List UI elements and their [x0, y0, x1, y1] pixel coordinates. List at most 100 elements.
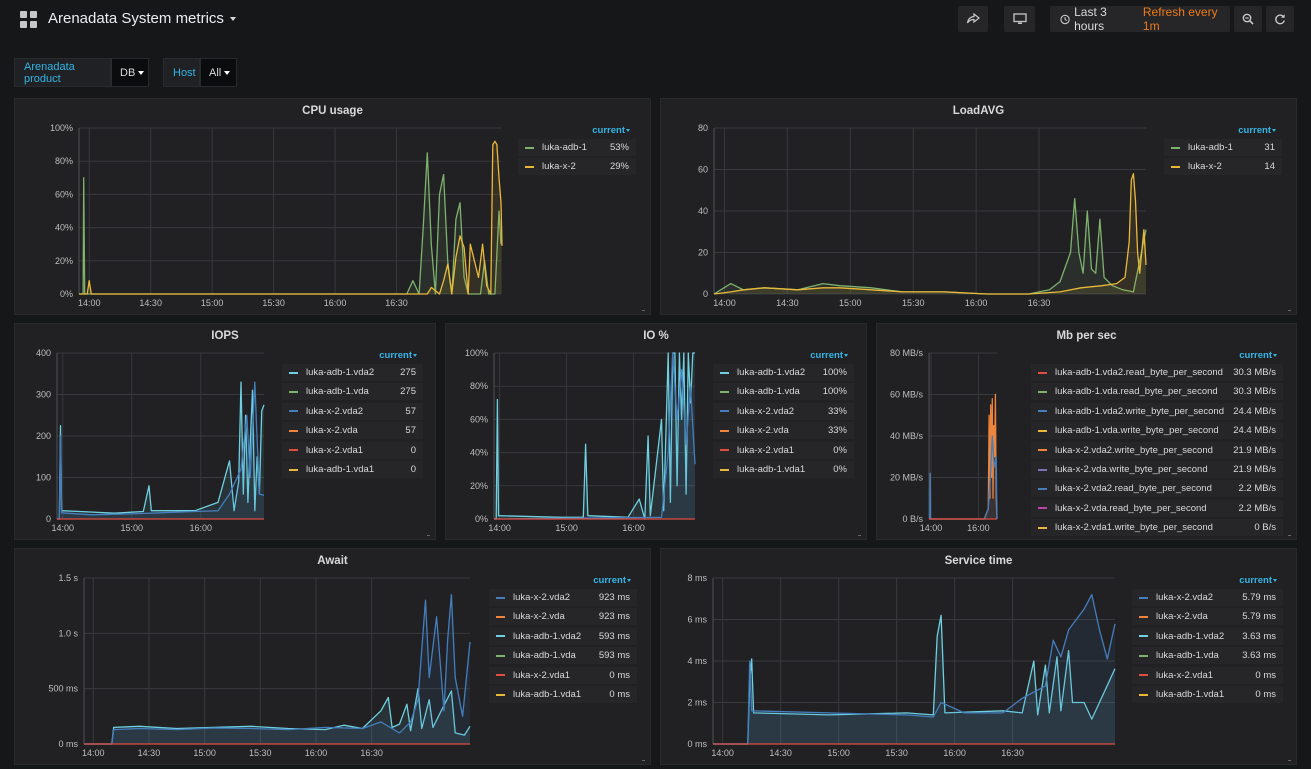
chart-iops[interactable]: 0 100 200 300 400 14:00 15:00 16:00: [15, 324, 437, 541]
legend-series-name[interactable]: luka-x-2.vda1.write_byte_per_second: [1055, 522, 1213, 534]
refresh-button[interactable]: [1266, 6, 1294, 32]
chart-loadavg[interactable]: 0 20 40 60 80 14:00 14:30 15:00 15:30 16:00 16:30: [661, 99, 1298, 316]
legend-swatch[interactable]: [1038, 410, 1047, 413]
legend-swatch[interactable]: [1139, 654, 1148, 657]
legend-swatch[interactable]: [720, 390, 729, 393]
legend-sort-current[interactable]: current: [593, 575, 631, 586]
legend-sort-current[interactable]: current: [379, 350, 417, 361]
legend-item[interactable]: luka-x-2.vda 923 ms: [489, 608, 637, 626]
legend-item[interactable]: luka-adb-1.vda2 3.63 ms: [1132, 627, 1283, 645]
legend-series-name[interactable]: luka-adb-1.vda2.read_byte_per_second: [1055, 367, 1223, 378]
legend-swatch[interactable]: [1038, 449, 1047, 452]
legend-series-name[interactable]: luka-x-2: [1188, 161, 1222, 173]
variable-select-product[interactable]: DB: [111, 58, 149, 87]
legend-swatch[interactable]: [1038, 371, 1047, 374]
chart-await[interactable]: 0 ms 500 ms 1.0 s 1.5 s 14:00 14:30 15:00 15:30…: [15, 549, 652, 766]
legend-swatch[interactable]: [1139, 635, 1148, 638]
panel-resize-handle[interactable]: [1288, 760, 1291, 761]
legend-swatch[interactable]: [1139, 674, 1148, 677]
legend-swatch[interactable]: [525, 146, 534, 149]
panel-resize-handle[interactable]: [427, 535, 430, 536]
legend-series-name[interactable]: luka-x-2.vda2.write_byte_per_second: [1055, 444, 1213, 456]
legend-swatch[interactable]: [289, 410, 298, 413]
legend-series-name[interactable]: luka-adb-1.vda.read_byte_per_second: [1055, 386, 1218, 398]
panel-resize-handle[interactable]: [642, 310, 645, 311]
legend-series-name[interactable]: luka-adb-1.vda2: [737, 367, 806, 378]
legend-item[interactable]: luka-adb-1.vda 3.63 ms: [1132, 647, 1283, 665]
legend-series-name[interactable]: luka-adb-1.vda2: [1156, 630, 1225, 642]
legend-item[interactable]: luka-adb-1 31: [1164, 139, 1282, 156]
legend-item[interactable]: luka-adb-1.vda1 0 ms: [1132, 686, 1283, 703]
legend-swatch[interactable]: [1038, 507, 1047, 510]
legend-item[interactable]: luka-adb-1.vda1 0%: [713, 461, 854, 478]
legend-swatch[interactable]: [1038, 429, 1047, 432]
legend-series-name[interactable]: luka-x-2.vda: [737, 425, 789, 437]
legend-item[interactable]: luka-x-2.vda2 923 ms: [489, 589, 637, 606]
legend-swatch[interactable]: [1038, 468, 1047, 471]
zoom-out-button[interactable]: [1234, 6, 1262, 32]
panel-title[interactable]: Mb per sec: [1056, 330, 1117, 342]
legend-series-name[interactable]: luka-x-2.vda1: [513, 669, 571, 681]
legend-item[interactable]: luka-adb-1.vda2 100%: [713, 364, 854, 381]
legend-swatch[interactable]: [1038, 390, 1047, 393]
legend-swatch[interactable]: [496, 693, 505, 696]
chart-io-percent[interactable]: 0% 20% 40% 60% 80% 100% 14:00 15:00 16:00: [446, 324, 868, 541]
legend-item[interactable]: luka-adb-1.vda2.read_byte_per_second 30.3…: [1031, 364, 1283, 381]
legend-item[interactable]: luka-x-2.vda1.write_byte_per_second 0 B/s: [1031, 519, 1283, 537]
panel-resize-handle[interactable]: [858, 535, 861, 536]
dashboards-grid-icon[interactable]: [20, 11, 38, 29]
panel-title[interactable]: Service time: [944, 555, 1013, 567]
legend-item[interactable]: luka-adb-1.vda1 0: [282, 461, 423, 478]
legend-series-name[interactable]: luka-x-2.vda2: [737, 405, 795, 417]
legend-swatch[interactable]: [720, 429, 729, 432]
time-range-picker[interactable]: Last 3 hours Refresh every 1m: [1050, 5, 1230, 33]
legend-item[interactable]: luka-adb-1.vda1 0 ms: [489, 686, 637, 703]
cycle-view-mode-button[interactable]: [1004, 6, 1035, 32]
legend-swatch[interactable]: [289, 390, 298, 393]
legend-item[interactable]: luka-x-2 29%: [518, 158, 636, 176]
legend-item[interactable]: luka-x-2.vda 57: [282, 422, 423, 440]
legend-item[interactable]: luka-adb-1.vda.write_byte_per_second 24.4…: [1031, 422, 1283, 440]
legend-item[interactable]: luka-adb-1.vda 100%: [713, 383, 854, 401]
legend-swatch[interactable]: [289, 371, 298, 374]
panel-title[interactable]: LoadAVG: [952, 105, 1005, 117]
legend-item[interactable]: luka-adb-1.vda2 275: [282, 364, 423, 381]
legend-series-name[interactable]: luka-x-2.vda.read_byte_per_second: [1055, 502, 1207, 514]
legend-swatch[interactable]: [289, 429, 298, 432]
legend-swatch[interactable]: [496, 596, 505, 599]
legend-swatch[interactable]: [1171, 165, 1180, 168]
legend-item[interactable]: luka-x-2.vda 33%: [713, 422, 854, 440]
legend-series-name[interactable]: luka-adb-1.vda1: [1156, 689, 1225, 700]
legend-item[interactable]: luka-adb-1.vda2 593 ms: [489, 627, 637, 645]
panel-resize-handle[interactable]: [1288, 535, 1291, 536]
legend-series-name[interactable]: luka-x-2.vda1: [1156, 669, 1214, 681]
legend-series-name[interactable]: luka-adb-1.vda: [513, 650, 576, 662]
legend-swatch[interactable]: [496, 674, 505, 677]
legend-swatch[interactable]: [1139, 693, 1148, 696]
legend-sort-current[interactable]: current: [1239, 350, 1277, 361]
legend-series-name[interactable]: luka-x-2.vda: [306, 425, 358, 437]
legend-item[interactable]: luka-x-2.vda1 0: [282, 441, 423, 459]
legend-series-name[interactable]: luka-adb-1.vda.write_byte_per_second: [1055, 425, 1219, 437]
legend-item[interactable]: luka-x-2.vda2.write_byte_per_second 21.9 …: [1031, 441, 1283, 459]
legend-swatch[interactable]: [289, 449, 298, 452]
legend-swatch[interactable]: [720, 410, 729, 413]
legend-swatch[interactable]: [1038, 526, 1047, 529]
legend-series-name[interactable]: luka-adb-1.vda1: [306, 464, 375, 475]
legend-item[interactable]: luka-adb-1.vda 593 ms: [489, 647, 637, 665]
legend-sort-current[interactable]: current: [810, 350, 848, 361]
legend-swatch[interactable]: [1139, 615, 1148, 618]
legend-swatch[interactable]: [720, 468, 729, 471]
legend-item[interactable]: luka-x-2.vda2 33%: [713, 402, 854, 420]
legend-series-name[interactable]: luka-x-2.vda: [1156, 611, 1208, 623]
legend-series-name[interactable]: luka-x-2.vda2: [1156, 592, 1214, 603]
legend-item[interactable]: luka-x-2.vda1 0%: [713, 441, 854, 459]
legend-series-name[interactable]: luka-x-2.vda: [513, 611, 565, 623]
legend-series-name[interactable]: luka-adb-1.vda: [306, 386, 369, 398]
panel-title[interactable]: IOPS: [211, 330, 239, 342]
legend-swatch[interactable]: [1038, 487, 1047, 490]
legend-series-name[interactable]: luka-x-2.vda2.read_byte_per_second: [1055, 483, 1212, 495]
legend-series-name[interactable]: luka-adb-1.vda1: [737, 464, 806, 475]
legend-series-name[interactable]: luka-adb-1.vda: [1156, 650, 1219, 662]
panel-title[interactable]: Await: [317, 555, 348, 567]
